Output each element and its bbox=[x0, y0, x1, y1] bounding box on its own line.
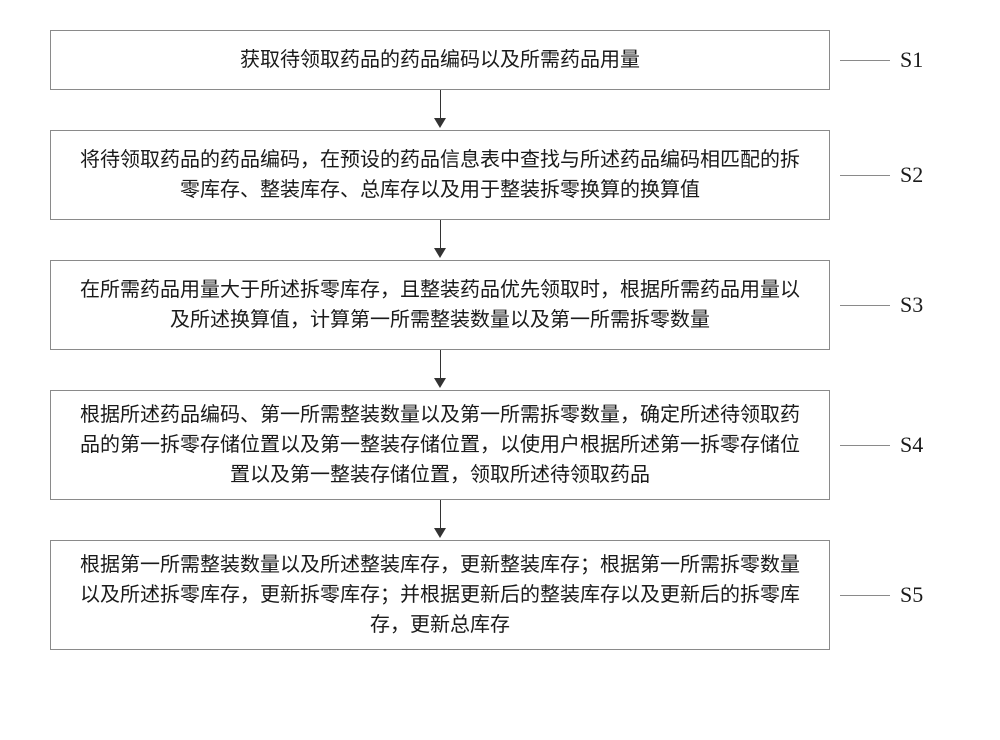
arrow-head-icon bbox=[434, 378, 446, 388]
step-box-s5: 根据第一所需整装数量以及所述整装库存，更新整装库存；根据第一所需拆零数量以及所述… bbox=[50, 540, 830, 650]
arrow-head-icon bbox=[434, 118, 446, 128]
step-label-s4: S4 bbox=[900, 432, 923, 458]
step-box-s4: 根据所述药品编码、第一所需整装数量以及第一所需拆零数量，确定所述待领取药品的第一… bbox=[50, 390, 830, 500]
tick-line bbox=[840, 305, 890, 306]
step-label-s1: S1 bbox=[900, 47, 923, 73]
arrow-s2-s3 bbox=[50, 220, 830, 260]
arrow-row bbox=[50, 90, 950, 130]
arrow-line bbox=[440, 500, 441, 530]
arrow-row bbox=[50, 350, 950, 390]
arrow-line bbox=[440, 220, 441, 250]
step-label-s5: S5 bbox=[900, 582, 923, 608]
label-col-s2: S2 bbox=[830, 162, 950, 188]
flowchart: 获取待领取药品的药品编码以及所需药品用量 S1 将待领取药品的药品编码，在预设的… bbox=[50, 30, 950, 650]
step-row-s3: 在所需药品用量大于所述拆零库存，且整装药品优先领取时，根据所需药品用量以及所述换… bbox=[50, 260, 950, 350]
label-col-s5: S5 bbox=[830, 582, 950, 608]
step-row-s5: 根据第一所需整装数量以及所述整装库存，更新整装库存；根据第一所需拆零数量以及所述… bbox=[50, 540, 950, 650]
step-box-s3: 在所需药品用量大于所述拆零库存，且整装药品优先领取时，根据所需药品用量以及所述换… bbox=[50, 260, 830, 350]
step-box-s1: 获取待领取药品的药品编码以及所需药品用量 bbox=[50, 30, 830, 90]
arrow-head-icon bbox=[434, 528, 446, 538]
arrow-s1-s2 bbox=[50, 90, 830, 130]
label-col-s3: S3 bbox=[830, 292, 950, 318]
step-row-s4: 根据所述药品编码、第一所需整装数量以及第一所需拆零数量，确定所述待领取药品的第一… bbox=[50, 390, 950, 500]
tick-line bbox=[840, 60, 890, 61]
arrow-row bbox=[50, 220, 950, 260]
arrow-head-icon bbox=[434, 248, 446, 258]
arrow-s4-s5 bbox=[50, 500, 830, 540]
label-col-s1: S1 bbox=[830, 47, 950, 73]
arrow-line bbox=[440, 350, 441, 380]
tick-line bbox=[840, 445, 890, 446]
step-label-s3: S3 bbox=[900, 292, 923, 318]
tick-line bbox=[840, 175, 890, 176]
arrow-line bbox=[440, 90, 441, 120]
arrow-row bbox=[50, 500, 950, 540]
step-box-s2: 将待领取药品的药品编码，在预设的药品信息表中查找与所述药品编码相匹配的拆零库存、… bbox=[50, 130, 830, 220]
label-col-s4: S4 bbox=[830, 432, 950, 458]
step-label-s2: S2 bbox=[900, 162, 923, 188]
arrow-s3-s4 bbox=[50, 350, 830, 390]
step-row-s1: 获取待领取药品的药品编码以及所需药品用量 S1 bbox=[50, 30, 950, 90]
step-row-s2: 将待领取药品的药品编码，在预设的药品信息表中查找与所述药品编码相匹配的拆零库存、… bbox=[50, 130, 950, 220]
tick-line bbox=[840, 595, 890, 596]
